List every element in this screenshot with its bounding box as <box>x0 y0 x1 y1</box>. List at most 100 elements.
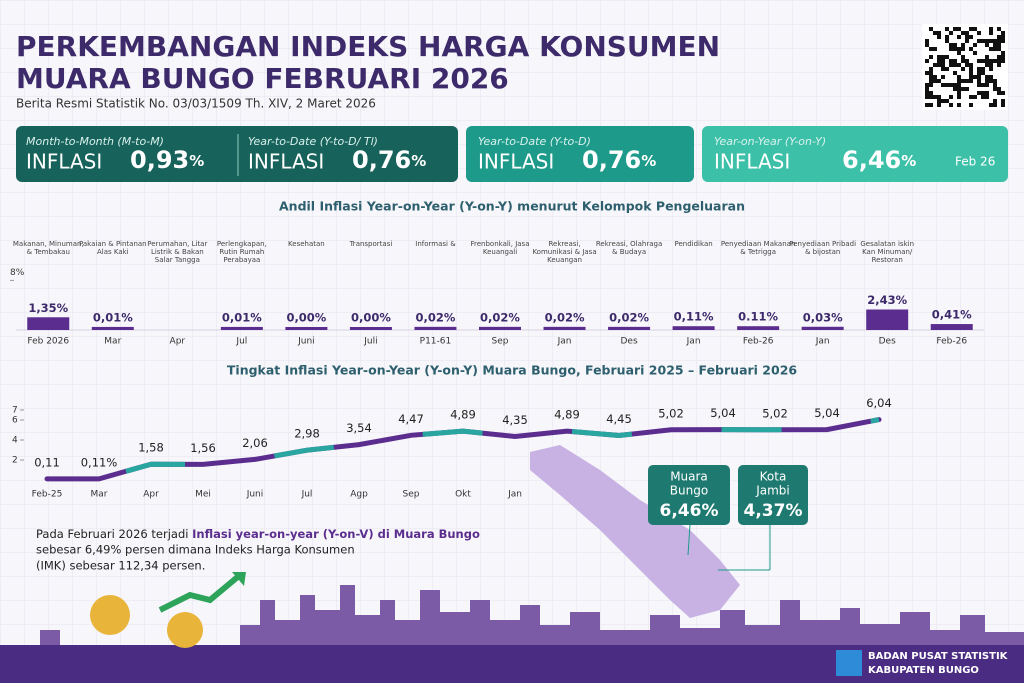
qr-cell <box>989 67 993 71</box>
group-label: Gesalatan iskin Kan Minuman/Restoran <box>860 240 914 264</box>
value-label: 1,56 <box>190 441 216 455</box>
value-label: 2,06 <box>242 436 268 450</box>
qr-cell <box>941 99 945 103</box>
callout-value: 4,37% <box>744 501 803 521</box>
qr-cell <box>957 51 961 55</box>
callout-name: Jambi <box>755 484 790 498</box>
y-tick-label: 8% <box>10 268 25 278</box>
value-label: 6,04 <box>866 396 892 410</box>
qr-cell <box>937 63 941 67</box>
card-value: 6,46% <box>842 146 916 174</box>
value-label: 3,54 <box>346 421 372 435</box>
summary-text: Pada Februari 2026 terjadi <box>36 527 192 541</box>
card-number: 0,76 <box>582 146 641 174</box>
qr-cell <box>933 95 937 99</box>
qr-cell <box>985 75 989 79</box>
cards: Month-to-Month (M-to-M) INFLASI 0,93% Year-… <box>26 135 995 174</box>
qr-cell <box>977 39 981 43</box>
group-label: Perlengkapan, Rutin Rumah Perabayaa <box>217 240 267 264</box>
value-label: 2,98 <box>294 427 320 441</box>
qr-cell <box>965 31 969 35</box>
card-unit: % <box>641 152 656 170</box>
qr-cell <box>997 35 1001 39</box>
bar <box>866 309 909 330</box>
value-label: 0,01% <box>222 310 262 324</box>
qr-cell <box>953 87 957 91</box>
qr-cell <box>929 55 933 59</box>
qr-cell <box>985 83 989 87</box>
qr-cell <box>945 39 949 43</box>
callout-value: 6,46% <box>660 501 719 521</box>
qr-cell <box>969 47 973 51</box>
qr-cell <box>993 43 997 47</box>
qr-cell <box>957 27 961 31</box>
qr-cell <box>981 67 985 71</box>
qr-cell <box>961 55 965 59</box>
bar <box>414 326 457 330</box>
qr-cell <box>997 63 1001 67</box>
x-tick-label: Feb 2026 <box>27 337 69 347</box>
qr-cell <box>989 79 993 83</box>
value-label: 4,89 <box>554 408 580 422</box>
value-label: 0,00% <box>351 311 391 325</box>
qr-cell <box>925 95 929 99</box>
subtitle: Berita Resmi Statistik No. 03/03/1509 Th… <box>16 97 376 111</box>
x-tick-label: Jul <box>235 337 247 347</box>
card <box>702 126 1008 182</box>
qr-cell <box>925 71 929 75</box>
coin <box>167 612 203 648</box>
qr-cell <box>981 71 985 75</box>
qr-cell <box>981 39 985 43</box>
qr-cell <box>997 43 1001 47</box>
chart-title: Andil Inflasi Year-on-Year (Y-on-Y) menu… <box>279 199 745 214</box>
qr-cell <box>981 95 985 99</box>
summary-bold: Inflasi year-on-year (Y-on-V) di Muara B… <box>192 527 480 541</box>
x-tick-label: Jul <box>301 490 313 500</box>
qr-cell <box>929 47 933 51</box>
qr-cell <box>989 39 993 43</box>
qr-cell <box>925 87 929 91</box>
qr-cell <box>925 39 929 43</box>
qr-cell <box>985 55 989 59</box>
line-highlight <box>47 417 880 482</box>
qr-cell <box>949 31 953 35</box>
group-label: Penyediaan Makanan & Tetrigga <box>721 240 796 256</box>
qr-cell <box>957 75 961 79</box>
group-label: Pendidikan <box>675 240 713 248</box>
x-tick-label: Jan <box>815 337 830 347</box>
value-label: 1,58 <box>138 441 164 455</box>
logo <box>836 650 862 676</box>
qr-cell <box>957 91 961 95</box>
qr-cell <box>937 95 941 99</box>
qr-cell <box>937 35 941 39</box>
qr-cell <box>977 91 981 95</box>
qr-cell <box>1001 35 1005 39</box>
qr-cell <box>969 63 973 67</box>
callout-name: Kota <box>760 470 787 484</box>
title-line: MUARA BUNGO FEBRUARI 2026 <box>16 62 509 95</box>
qr-cell <box>973 43 977 47</box>
qr-cell <box>1001 91 1005 95</box>
qr-cell <box>953 43 957 47</box>
qr-cell <box>977 31 981 35</box>
qr-cell <box>941 83 945 87</box>
card-number: 6,46 <box>842 146 901 174</box>
x-tick-label: Mei <box>195 490 211 500</box>
qr-cell <box>961 43 965 47</box>
callout-box <box>738 465 808 525</box>
card-word: INFLASI <box>248 150 324 174</box>
x-tick-label: Juni <box>246 490 264 500</box>
qr-cell <box>1001 51 1005 55</box>
arrow-head <box>232 572 246 586</box>
qr-cell <box>997 87 1001 91</box>
qr-cell <box>969 67 973 71</box>
qr-cell <box>989 59 993 63</box>
qr-cell <box>925 83 929 87</box>
qr-cell <box>969 95 973 99</box>
bar <box>608 326 651 330</box>
card-word: INFLASI <box>26 150 102 174</box>
qr-cell <box>993 87 997 91</box>
x-tick-label: Juni <box>297 337 315 347</box>
